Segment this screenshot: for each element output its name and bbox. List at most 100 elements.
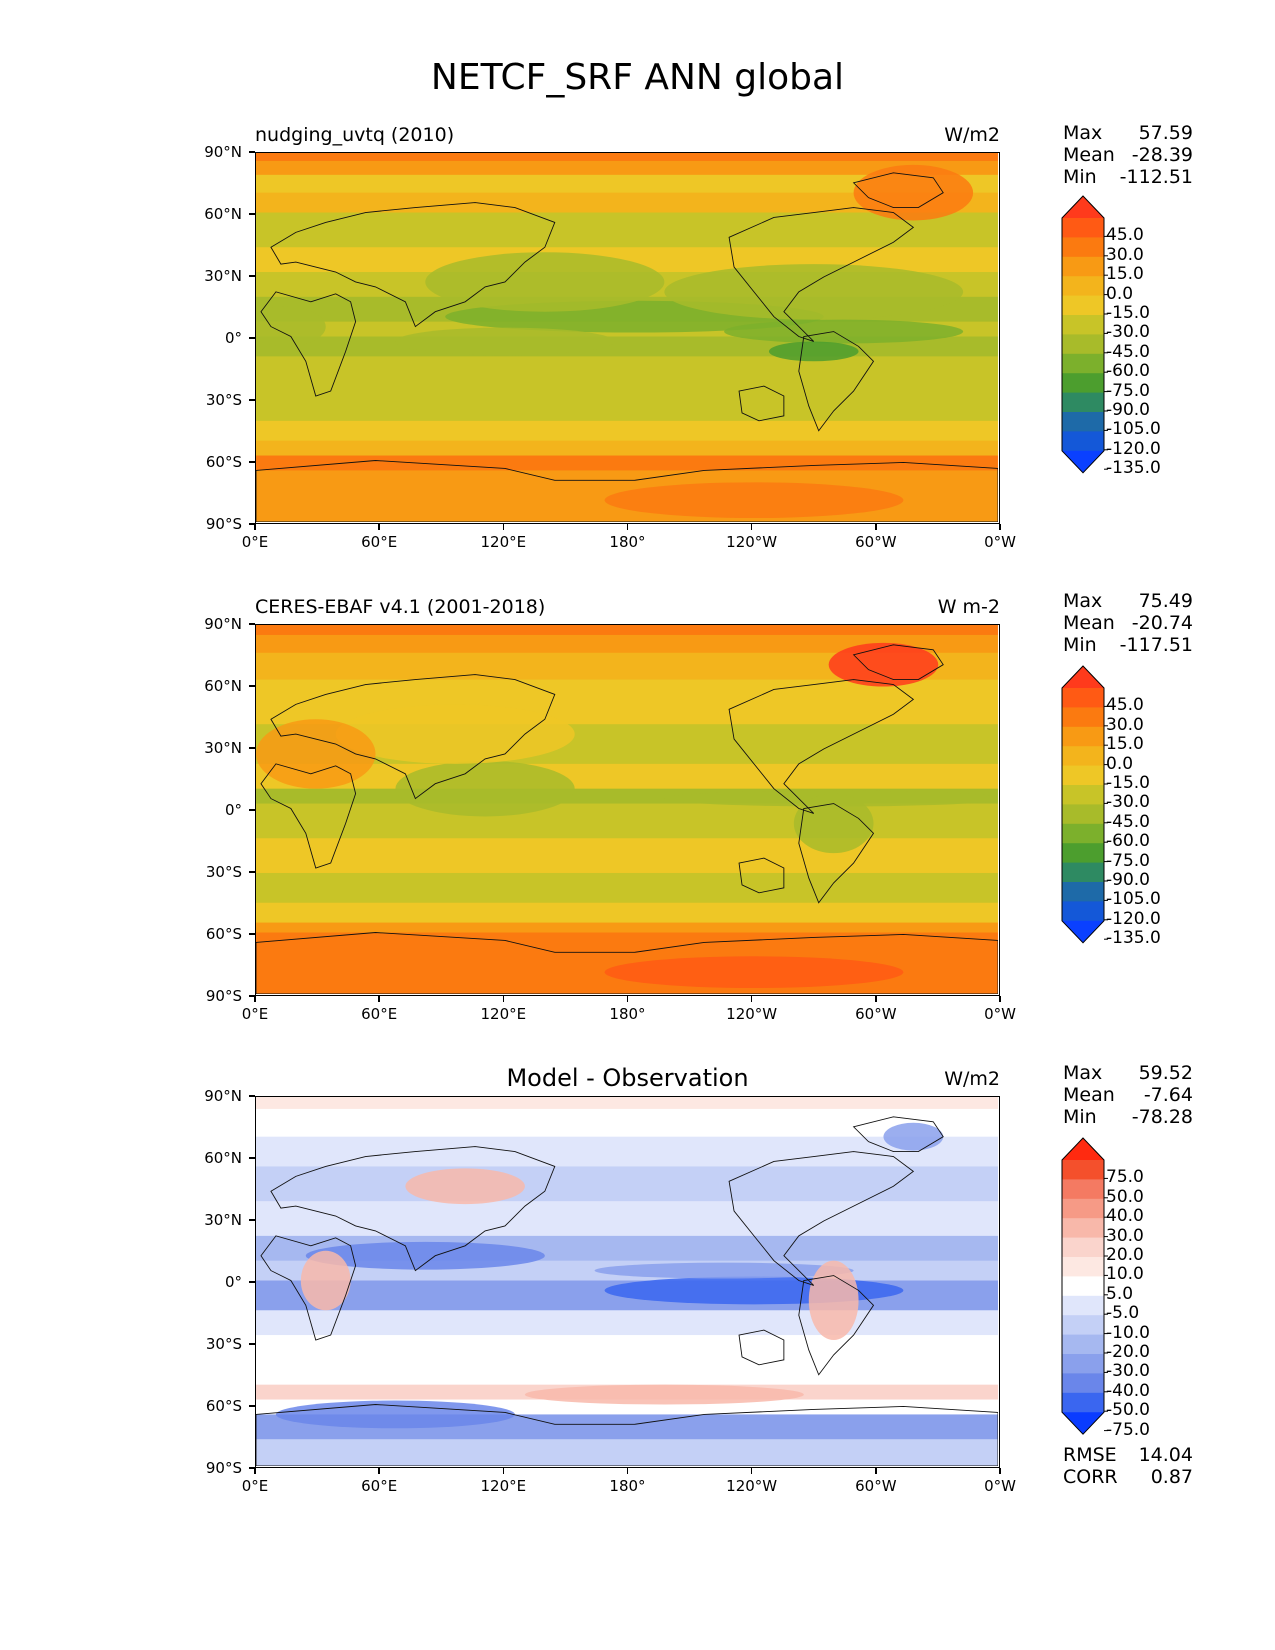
colorbar-label: 0.0 [1106, 283, 1134, 304]
x-tick-label: 60°E [361, 533, 398, 551]
x-tick-label: 180° [609, 533, 646, 551]
colorbar-label: -40.0 [1106, 1380, 1150, 1401]
x-tick [750, 1468, 753, 1474]
y-tick-label: 0° [224, 1273, 242, 1291]
coastline [738, 857, 785, 894]
y-tick-label: 30°N [204, 1211, 242, 1229]
x-tick [750, 524, 753, 530]
y-tick-label: 30°N [204, 739, 242, 757]
coastline [260, 291, 357, 397]
coastline [798, 1275, 875, 1376]
x-tick-label: 60°W [855, 1005, 897, 1023]
colorbar-label: 15.0 [1106, 264, 1144, 285]
colorbar-label: -30.0 [1106, 322, 1150, 343]
colorbar-segment [1062, 843, 1104, 864]
y-tick-label: 90°N [204, 143, 242, 161]
units-label: W/m2 [944, 124, 1000, 146]
units-label: W/m2 [944, 1068, 1000, 1090]
y-tick [249, 1281, 255, 1283]
contour-feature [256, 306, 326, 347]
contour-feature [808, 1260, 859, 1341]
x-tick-label: 60°E [361, 1005, 398, 1023]
coastline [852, 1116, 944, 1153]
colorbar-label: 10.0 [1106, 1264, 1144, 1285]
colorbar-label: 30.0 [1106, 244, 1144, 265]
colorbar-extend-max [1062, 1138, 1104, 1160]
coastline [798, 803, 875, 904]
y-tick-label: 30°S [205, 1335, 242, 1353]
x-tick [626, 996, 629, 1002]
x-tick [626, 524, 629, 530]
colorbar-label: -75.0 [1106, 850, 1150, 871]
stat-mean: Mean -7.64 [1063, 1084, 1193, 1106]
colorbar-segment [1062, 882, 1104, 902]
colorbar-segment [1062, 1276, 1104, 1297]
colorbar-label: -105.0 [1106, 889, 1161, 910]
coastline [270, 202, 556, 328]
colorbar-label: 75.0 [1106, 1167, 1144, 1188]
y-tick-label: 60°N [204, 205, 242, 223]
colorbar-segment [1062, 1218, 1104, 1239]
contour-feature [664, 264, 964, 320]
colorbar-segment [1062, 804, 1104, 825]
x-tick [378, 1468, 380, 1474]
x-tick-label: 0°W [984, 1477, 1016, 1495]
contour-band [256, 160, 998, 176]
colorbar-segment [1062, 1373, 1104, 1394]
contour-feature [793, 793, 874, 854]
colorbar-label: -105.0 [1106, 419, 1161, 440]
colorbar [1061, 1137, 1108, 1435]
contour-feature [604, 482, 904, 519]
stat-corr: CORR 0.87 [1063, 1466, 1193, 1488]
colorbar-segment [1062, 1334, 1104, 1355]
contour-band [256, 1201, 998, 1237]
colorbar-label: 15.0 [1106, 734, 1144, 755]
colorbar-svg [1061, 665, 1108, 944]
colorbar-segment [1062, 315, 1104, 335]
contour-band [256, 1310, 998, 1336]
stat-rmse: RMSE 14.04 [1063, 1444, 1193, 1466]
y-tick-label: 60°S [205, 453, 242, 471]
colorbar-extend-max [1062, 666, 1104, 688]
panel-diff: Model - Observation W/m2 Max 59.52 Mean -7… [0, 1062, 1275, 1532]
stats-box: Max 75.49 Mean -20.74 Min -117.51 [1063, 590, 1193, 656]
stat-max: Max 59.52 [1063, 1062, 1193, 1084]
y-tick-label: 60°S [205, 1397, 242, 1415]
x-tick [254, 524, 256, 530]
contour-feature [305, 1241, 545, 1270]
colorbar-segment [1062, 1392, 1104, 1413]
x-tick [502, 1468, 505, 1474]
colorbar-label: -30.0 [1106, 792, 1150, 813]
colorbar-segment [1062, 1354, 1104, 1374]
contour-band [256, 1439, 998, 1466]
colorbar-label: -20.0 [1106, 1342, 1150, 1362]
x-tick [875, 996, 877, 1002]
colorbar-label: -30.0 [1106, 1361, 1150, 1382]
y-tick [249, 809, 255, 811]
contour-feature [395, 327, 615, 356]
coastline [728, 1151, 915, 1286]
stat-max: Max 75.49 [1063, 590, 1193, 612]
colorbar-segment [1062, 1179, 1104, 1200]
contour-band [256, 153, 998, 162]
panel-title: CERES-EBAF v4.1 (2001-2018) [255, 596, 546, 618]
colorbar-extend-min [1062, 1412, 1104, 1435]
x-tick-label: 0°E [241, 1005, 269, 1023]
panel-obs: CERES-EBAF v4.1 (2001-2018) W m-2 Max 75.… [0, 590, 1275, 1060]
coastline [738, 385, 785, 422]
y-tick [249, 1405, 255, 1407]
y-tick-label: 90°S [205, 515, 242, 533]
colorbar-label: -5.0 [1106, 1303, 1140, 1324]
y-tick [249, 1219, 255, 1221]
contour-band [256, 1166, 998, 1202]
y-tick [249, 213, 255, 215]
panel-title: Model - Observation [506, 1064, 749, 1092]
colorbar-segment [1062, 1160, 1104, 1180]
x-tick-label: 180° [609, 1477, 646, 1495]
y-tick [249, 1467, 255, 1469]
contour-feature [883, 1122, 944, 1151]
colorbar-label: -120.0 [1106, 908, 1161, 929]
contour-band [256, 356, 998, 382]
colorbar-label: 30.0 [1106, 1225, 1144, 1246]
y-tick [249, 337, 255, 339]
